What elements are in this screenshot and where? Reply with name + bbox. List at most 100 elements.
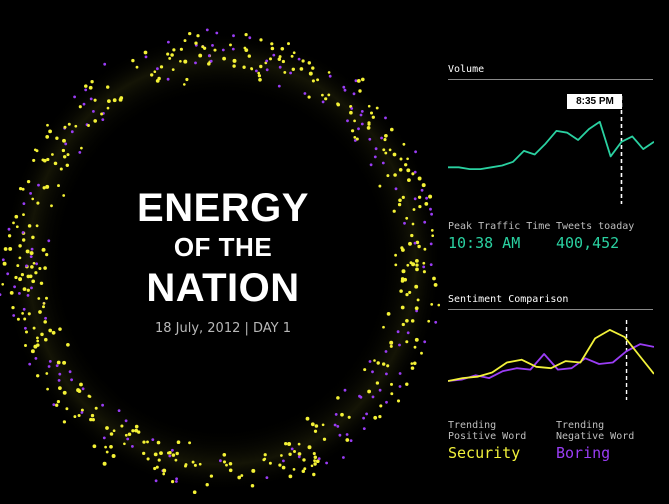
volume-line bbox=[448, 120, 654, 170]
ring-dot-yellow bbox=[74, 124, 78, 128]
ring-dot-yellow bbox=[27, 224, 32, 228]
ring-dot-purple bbox=[398, 343, 401, 347]
date-label: 18 July, 2012 | DAY 1 bbox=[154, 321, 292, 336]
ring-dot-yellow bbox=[15, 225, 19, 229]
ring-dot-yellow bbox=[11, 305, 15, 310]
ring-dot-purple bbox=[334, 413, 338, 416]
ring-dot-purple bbox=[429, 242, 433, 246]
sentiment-divider bbox=[448, 309, 653, 310]
ring-dot-purple bbox=[343, 388, 347, 392]
ring-dot-yellow bbox=[58, 327, 62, 331]
ring-dot-purple bbox=[328, 74, 332, 78]
ring-dot-yellow bbox=[170, 53, 174, 57]
ring-dot-purple bbox=[154, 479, 158, 483]
ring-dot-yellow bbox=[42, 186, 46, 190]
ring-dot-yellow bbox=[146, 440, 149, 444]
ring-dot-yellow bbox=[288, 452, 292, 456]
ring-dot-yellow bbox=[410, 366, 415, 370]
ring-dot-purple bbox=[29, 255, 33, 258]
ring-dot-purple bbox=[384, 350, 388, 353]
ring-dot-yellow bbox=[382, 325, 385, 329]
ring-dot-yellow bbox=[411, 222, 415, 226]
ring-dot-purple bbox=[175, 477, 179, 481]
ring-dot-purple bbox=[30, 286, 33, 290]
ring-dot-yellow bbox=[46, 157, 50, 162]
volume-section-label: Volume bbox=[448, 64, 485, 75]
ring-dot-purple bbox=[81, 387, 85, 391]
ring-dot-yellow bbox=[31, 197, 35, 201]
ring-dot-yellow bbox=[63, 125, 67, 129]
ring-dot-yellow bbox=[310, 422, 315, 427]
ring-dot-yellow bbox=[409, 261, 413, 265]
ring-dot-yellow bbox=[1, 282, 5, 286]
ring-dot-yellow bbox=[35, 224, 39, 228]
ring-dot-yellow bbox=[45, 372, 49, 375]
ring-dot-purple bbox=[365, 412, 368, 416]
ring-dot-yellow bbox=[287, 42, 290, 46]
ring-dot-purple bbox=[403, 221, 406, 225]
ring-dot-purple bbox=[265, 68, 269, 72]
ring-dot-yellow bbox=[322, 437, 327, 441]
ring-dot-purple bbox=[342, 85, 346, 89]
ring-dot-yellow bbox=[109, 432, 114, 436]
ring-dot-purple bbox=[47, 365, 51, 368]
ring-dot-yellow bbox=[321, 423, 325, 427]
ring-dot-yellow bbox=[157, 76, 161, 81]
ring-dot-yellow bbox=[403, 277, 408, 282]
ring-dot-yellow bbox=[312, 452, 316, 456]
ring-dot-purple bbox=[422, 265, 426, 269]
ring-dot-yellow bbox=[36, 374, 40, 378]
ring-dot-purple bbox=[92, 110, 95, 113]
ring-dot-yellow bbox=[66, 153, 70, 157]
ring-dot-yellow bbox=[404, 163, 408, 167]
ring-dot-purple bbox=[345, 433, 349, 436]
ring-dot-purple bbox=[398, 372, 402, 375]
ring-dot-purple bbox=[357, 127, 360, 131]
ring-dot-yellow bbox=[43, 320, 47, 324]
ring-dot-yellow bbox=[36, 336, 39, 340]
ring-dot-yellow bbox=[417, 176, 422, 181]
ring-dot-yellow bbox=[50, 204, 53, 208]
ring-dot-yellow bbox=[336, 396, 340, 400]
positive-word: Security bbox=[448, 444, 521, 462]
ring-dot-yellow bbox=[43, 266, 47, 270]
ring-dot-yellow bbox=[358, 89, 362, 93]
ring-dot-yellow bbox=[222, 56, 227, 61]
ring-dot-yellow bbox=[301, 469, 306, 473]
ring-dot-yellow bbox=[417, 244, 421, 249]
ring-dot-purple bbox=[282, 459, 285, 463]
ring-dot-yellow bbox=[394, 263, 398, 267]
ring-dot-yellow bbox=[51, 330, 56, 335]
ring-dot-purple bbox=[13, 285, 16, 289]
ring-dot-purple bbox=[248, 36, 252, 40]
ring-dot-yellow bbox=[313, 429, 318, 433]
ring-dot-yellow bbox=[280, 47, 285, 51]
ring-dot-yellow bbox=[14, 214, 19, 219]
ring-dot-yellow bbox=[437, 303, 440, 307]
positive-line bbox=[448, 328, 654, 382]
ring-dot-yellow bbox=[183, 59, 188, 64]
ring-dot-yellow bbox=[244, 32, 248, 37]
ring-dot-yellow bbox=[92, 444, 97, 449]
ring-dot-yellow bbox=[405, 382, 409, 386]
ring-dot-yellow bbox=[134, 428, 139, 433]
ring-dot-purple bbox=[151, 438, 155, 441]
ring-dot-yellow bbox=[375, 106, 379, 110]
ring-dot-yellow bbox=[18, 277, 23, 282]
ring-dot-purple bbox=[80, 411, 84, 414]
negative-label-line-2: Negative Word bbox=[556, 431, 635, 442]
ring-dot-purple bbox=[0, 293, 2, 296]
ring-dot-yellow bbox=[297, 442, 301, 446]
ring-dot-yellow bbox=[302, 458, 306, 462]
ring-dot-yellow bbox=[287, 442, 292, 446]
peak-traffic-value: 10:38 AM bbox=[448, 234, 521, 252]
ring-dot-yellow bbox=[53, 161, 58, 166]
ring-dot-yellow bbox=[112, 429, 116, 433]
ring-dot-purple bbox=[359, 113, 363, 117]
ring-dot-yellow bbox=[340, 412, 344, 417]
ring-dot-yellow bbox=[30, 265, 34, 269]
ring-dot-yellow bbox=[268, 461, 272, 465]
ring-dot-yellow bbox=[383, 138, 387, 142]
ring-dot-purple bbox=[22, 307, 26, 311]
ring-dot-purple bbox=[52, 403, 56, 406]
